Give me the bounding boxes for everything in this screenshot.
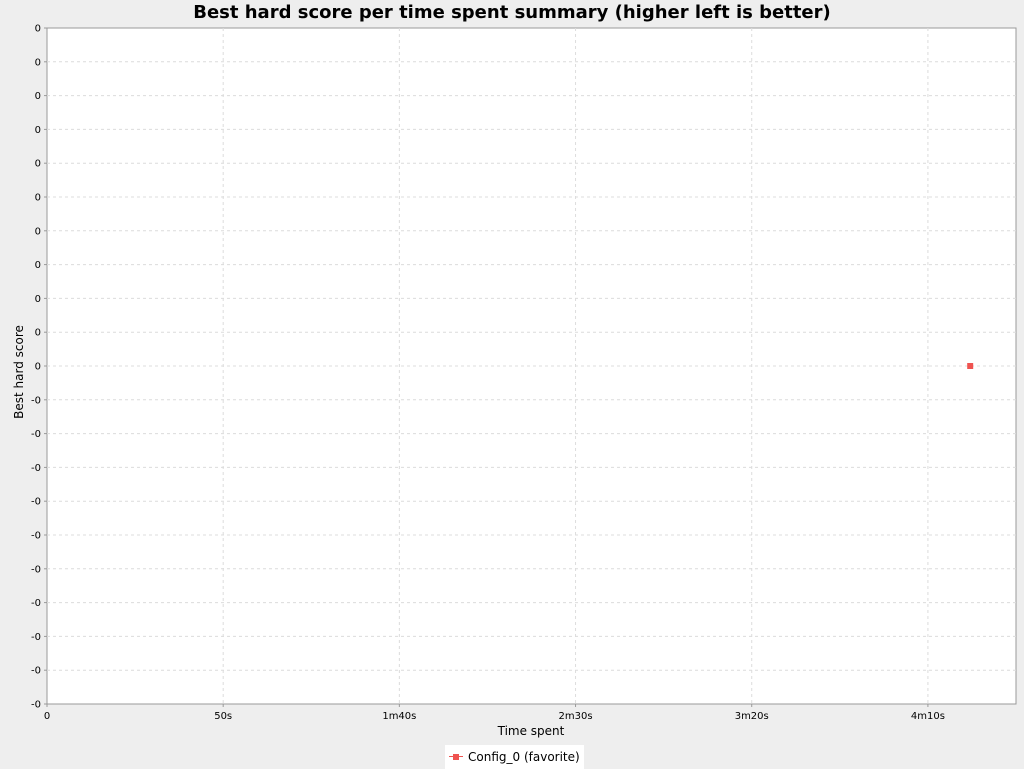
x-axis-ticks: 0 50s 1m40s 2m30s 3m20s 4m10s: [44, 704, 945, 722]
y-tick-label: -0: [31, 531, 41, 542]
x-axis-label: Time spent: [497, 724, 565, 738]
x-tick-label: 2m30s: [559, 711, 593, 722]
y-tick-label: -0: [31, 463, 41, 474]
y-tick-label: 0: [35, 159, 41, 170]
x-tick-label: 4m10s: [911, 711, 945, 722]
y-tick-label: 0: [35, 91, 41, 102]
plot-area: [46, 27, 1017, 705]
y-tick-label: -0: [31, 666, 41, 677]
y-tick-label: 0: [35, 362, 41, 373]
legend-square: [453, 754, 459, 760]
y-tick-label: 0: [35, 57, 41, 68]
legend-label: Config_0 (favorite): [468, 750, 580, 764]
y-tick-label: -0: [31, 632, 41, 643]
y-tick-label: 0: [35, 125, 41, 136]
data-point: [967, 363, 974, 369]
x-tick-label: 0: [44, 711, 50, 722]
x-tick-label: 1m40s: [382, 711, 416, 722]
y-tick-label: 0: [35, 328, 41, 339]
y-tick-label: -0: [31, 395, 41, 406]
y-tick-label: 0: [35, 226, 41, 237]
legend-marker: [448, 751, 464, 763]
y-tick-label: 0: [35, 260, 41, 271]
x-tick-label: 50s: [214, 711, 232, 722]
y-tick-label: -0: [31, 564, 41, 575]
y-tick-label: 0: [35, 294, 41, 305]
y-tick-label: -0: [31, 598, 41, 609]
grid: [47, 28, 1016, 704]
data-points: [967, 363, 974, 369]
legend: Config_0 (favorite): [445, 745, 584, 769]
y-tick-label: 0: [35, 24, 41, 35]
x-tick-label: 3m20s: [735, 711, 769, 722]
y-tick-label: 0: [35, 193, 41, 204]
y-tick-label: -0: [31, 497, 41, 508]
y-axis-label: Best hard score: [12, 325, 26, 419]
y-tick-label: -0: [31, 429, 41, 440]
y-axis-ticks: 0 0 0 0 0 0 0 0 0 0 0 -0 -0 -0 -0 -0 -0 -0 -0 -0 -0: [31, 24, 47, 711]
y-tick-label: -0: [31, 700, 41, 711]
chart-title: Best hard score per time spent summary (…: [193, 2, 831, 23]
